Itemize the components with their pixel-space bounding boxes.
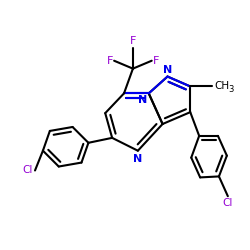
Text: F: F [107, 56, 113, 66]
Text: F: F [130, 36, 136, 46]
Text: N: N [138, 95, 148, 105]
Text: F: F [153, 56, 159, 66]
Text: 3: 3 [228, 85, 233, 94]
Text: CH: CH [214, 82, 229, 92]
Text: Cl: Cl [23, 166, 33, 175]
Text: Cl: Cl [223, 198, 233, 208]
Text: N: N [133, 154, 142, 164]
Text: N: N [163, 64, 172, 74]
